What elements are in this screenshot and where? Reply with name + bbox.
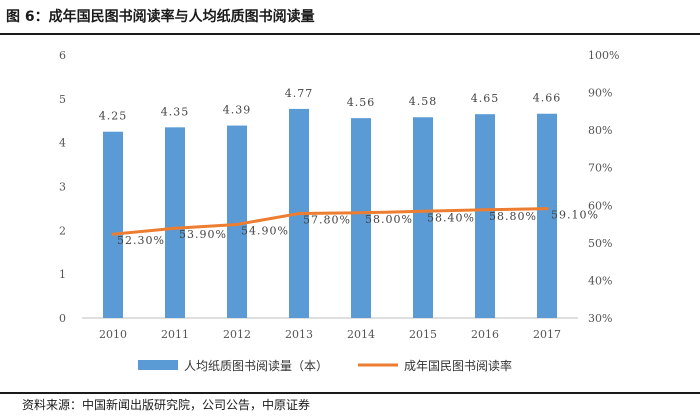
x-tick-label: 2015 [409, 328, 437, 341]
y-right-tick-label: 70% [588, 162, 612, 175]
chart-title: 图 6：成年国民图书阅读率与人均纸质图书阅读量 [6, 9, 315, 25]
reading-rate-point-2017 [545, 207, 549, 211]
legend-label-bar: 人均纸质图书阅读量（本） [184, 359, 328, 373]
x-tick-label: 2013 [285, 328, 313, 341]
y-right-tick-label: 90% [588, 87, 612, 100]
bar-2017 [537, 113, 557, 318]
bar-2012 [227, 125, 247, 319]
legend-label-line: 成年国民图书阅读率 [404, 358, 512, 373]
line-label-2011: 53.90% [179, 228, 227, 241]
line-label-2012: 54.90% [241, 224, 289, 237]
bar-label-2016: 4.65 [471, 92, 500, 105]
bar-label-2015: 4.58 [409, 95, 438, 108]
line-label-2015: 58.40% [427, 211, 475, 224]
bar-label-2010: 4.25 [99, 110, 128, 123]
y-right-tick-label: 50% [588, 237, 612, 250]
bar-label-2012: 4.39 [223, 104, 252, 117]
reading-rate-point-2010 [111, 232, 115, 236]
bar-label-2017: 4.66 [533, 92, 562, 105]
x-tick-label: 2012 [223, 328, 251, 341]
y-right-tick-label: 100% [588, 49, 619, 62]
line-label-2010: 52.30% [117, 234, 165, 247]
y-left-tick-label: 4 [59, 137, 66, 150]
line-label-2014: 58.00% [365, 213, 413, 226]
bar-2010 [103, 131, 123, 318]
source-divider [0, 392, 700, 394]
y-right-tick-label: 80% [588, 124, 612, 137]
bar-2015 [413, 117, 433, 318]
chart-canvas: 0 1 2 3 4 5 6 30% 40% 50% 60% 70% 80% 90% 100% 4.25 4.35… [59, 49, 619, 373]
reading-rate-point-2012 [235, 222, 239, 226]
bar-2016 [475, 114, 495, 318]
bar-2014 [351, 118, 371, 319]
bar-label-2013: 4.77 [285, 87, 314, 100]
reading-rate-line [111, 207, 549, 236]
bar-2011 [165, 127, 185, 318]
y-left-tick-label: 1 [59, 268, 66, 281]
title-divider [0, 33, 700, 35]
y-left-tick-label: 6 [59, 49, 66, 62]
y-left-tick-label: 2 [59, 224, 66, 237]
source-note: 资料来源：中国新闻出版研究院，公司公告，中原证券 [22, 398, 311, 412]
legend-swatch-bar [138, 360, 178, 370]
line-label-2017: 59.10% [551, 209, 599, 222]
reading-rate-point-2016 [483, 208, 487, 212]
x-tick-label: 2017 [533, 328, 561, 341]
line-label-2013: 57.80% [303, 214, 351, 227]
bar-label-2014: 4.56 [347, 96, 376, 109]
reading-rate-point-2014 [359, 211, 363, 215]
bar-label-2011: 4.35 [161, 105, 190, 118]
y-right-tick-label: 60% [588, 199, 612, 212]
x-tick-label: 2011 [161, 328, 189, 341]
line-label-2016: 58.80% [489, 210, 537, 223]
y-left-tick-label: 5 [59, 93, 66, 106]
x-tick-label: 2010 [99, 328, 127, 341]
reading-rate-point-2015 [421, 209, 425, 213]
x-tick-label: 2016 [471, 328, 499, 341]
reading-rate-point-2013 [297, 212, 301, 216]
y-left-tick-label: 0 [59, 312, 66, 325]
reading-rate-point-2011 [173, 226, 177, 230]
y-right-tick-label: 40% [588, 274, 612, 287]
y-left-tick-label: 3 [59, 181, 66, 194]
y-right-tick-label: 30% [588, 312, 612, 325]
x-tick-label: 2014 [347, 328, 375, 341]
